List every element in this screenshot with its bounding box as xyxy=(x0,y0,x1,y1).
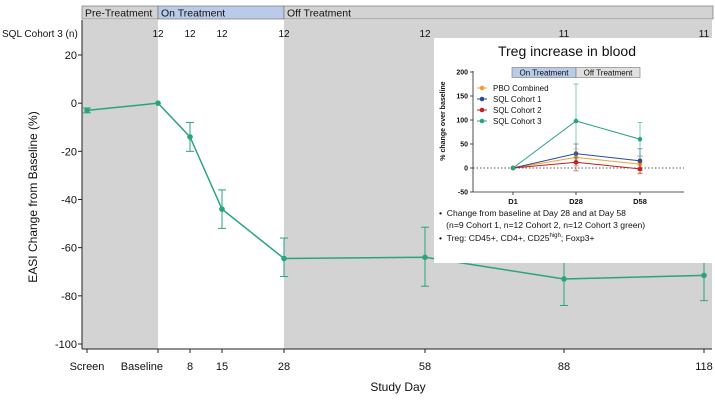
inset-off-treatment-band xyxy=(575,67,641,78)
data-point xyxy=(561,276,567,282)
inset-note-1-text: Change from baseline at Day 28 and at Da… xyxy=(446,208,626,218)
x-tick-label: Screen xyxy=(70,361,105,373)
data-point xyxy=(701,272,707,279)
inset-y-tick-label: 100 xyxy=(456,118,468,125)
inset-y-tick-label: 200 xyxy=(456,70,468,77)
legend-label: PBO Combined xyxy=(493,84,549,93)
n-value: 12 xyxy=(419,29,431,40)
n-row-values: 12 12 12 12 12 11 11 xyxy=(152,29,709,40)
inset-series xyxy=(510,83,643,175)
y-tick-label: 20 xyxy=(65,50,77,62)
data-point xyxy=(219,206,225,212)
inset-data-point xyxy=(510,165,516,171)
y-tick-label: -80 xyxy=(61,291,77,303)
legend-label: SQL Cohort 3 xyxy=(493,117,542,126)
inset-y-tick-labels: 200 150 100 50 0 -50 xyxy=(456,70,468,197)
data-point xyxy=(281,255,287,262)
inset-data-point xyxy=(637,166,643,172)
x-tick-label: 58 xyxy=(419,361,431,373)
legend-swatch-marker xyxy=(479,96,485,102)
inset-data-point xyxy=(573,118,579,124)
legend-swatch-marker xyxy=(479,118,485,124)
y-tick-label: -20 xyxy=(61,146,77,158)
x-tick-label: 118 xyxy=(695,361,713,373)
data-point xyxy=(155,100,161,106)
x-axis-label: Study Day xyxy=(370,380,425,394)
inset-y-axis-label: % change over baseline xyxy=(440,81,447,160)
inset-note-2: (n=9 Cohort 1, n=12 Cohort 2, n=12 Cohor… xyxy=(439,220,711,232)
inset-x-tick-label: D28 xyxy=(569,197,583,206)
n-value: 12 xyxy=(152,29,164,40)
legend-label: SQL Cohort 2 xyxy=(493,106,542,115)
y-tick-label: -100 xyxy=(55,339,77,351)
y-tick-label: -60 xyxy=(61,243,77,255)
inset-data-point xyxy=(637,136,643,142)
y-tick-label: 0 xyxy=(71,98,77,110)
inset-band-label: Off Treatment xyxy=(584,69,634,78)
easi-series xyxy=(83,100,708,306)
inset-y-tick-label: 150 xyxy=(456,94,468,101)
inset-note-3-tail: ; Foxp3+ xyxy=(560,233,595,244)
phase-band-2 xyxy=(283,5,714,20)
inset-note-3: • Treg: CD45+, CD4+, CD25high; Foxp3+ xyxy=(439,233,595,244)
n-row-label: SQL Cohort 3 (n) xyxy=(2,29,78,40)
x-tick-label: 88 xyxy=(558,361,570,373)
x-tick-label: 15 xyxy=(216,361,228,373)
n-value: 12 xyxy=(278,29,290,40)
inset-notes: • Change from baseline at Day 28 and at … xyxy=(439,208,711,245)
inset-x-tick-label: D1 xyxy=(508,197,518,206)
main-axes xyxy=(78,20,712,353)
inset-title: Treg increase in blood xyxy=(498,43,636,59)
inset-y-tick-label: -50 xyxy=(458,190,468,197)
data-point xyxy=(187,134,193,140)
phase-header: Pre-Treatment On Treatment Off Treatment xyxy=(81,5,714,20)
data-point xyxy=(84,107,90,114)
inset-y-tick-label: 0 xyxy=(464,166,468,173)
n-value: 11 xyxy=(699,29,710,40)
y-tick-labels: 20 0 -20 -40 -60 -80 -100 xyxy=(55,50,77,351)
inset-y-tick-label: 50 xyxy=(460,142,468,149)
legend-swatch-marker xyxy=(479,85,485,91)
n-value: 12 xyxy=(184,29,196,40)
inset-note-2-text: (n=9 Cohort 1, n=12 Cohort 2, n=12 Cohor… xyxy=(446,219,646,230)
x-tick-label: Baseline xyxy=(121,361,163,373)
data-point xyxy=(422,254,428,261)
inset-phase-bands: On Treatment Off Treatment xyxy=(511,67,641,78)
x-tick-labels: Screen Baseline 8 15 28 58 88 118 xyxy=(70,361,713,373)
n-value: 11 xyxy=(559,29,570,40)
inset-note-1: • Change from baseline at Day 28 and at … xyxy=(439,208,626,218)
inset-band-label: On Treatment xyxy=(520,69,570,78)
n-value: 12 xyxy=(216,29,228,40)
inset-data-point xyxy=(573,159,579,165)
phase-band-label-0: Pre-Treatment xyxy=(85,8,152,20)
legend-swatch-marker xyxy=(479,107,485,113)
x-tick-label: 28 xyxy=(278,361,290,373)
y-tick-label: -40 xyxy=(61,195,77,207)
inset-axes xyxy=(470,71,684,195)
inset-x-tick-label: D58 xyxy=(633,197,647,206)
inset-note-3-sup: high xyxy=(549,233,561,240)
phase-band-label-1: On Treatment xyxy=(161,8,225,20)
x-tick-label: 8 xyxy=(187,361,193,373)
inset-note-3-text: Treg: CD45+, CD4+, CD25 xyxy=(446,233,550,244)
inset-legend: PBO Combined SQL Cohort 1 SQL Cohort 2 SQL … xyxy=(477,84,549,126)
y-axis-label: EASI Change from Baseline (%) xyxy=(26,111,40,282)
inset-x-tick-labels: D1 D28 D58 xyxy=(508,197,647,206)
easi-line xyxy=(86,102,705,280)
pre-treatment-region xyxy=(82,20,158,349)
treg-inset: Treg increase in blood On Treatment Off T… xyxy=(434,38,714,263)
phase-band-label-2: Off Treatment xyxy=(287,8,351,20)
legend-label: SQL Cohort 1 xyxy=(493,95,542,104)
